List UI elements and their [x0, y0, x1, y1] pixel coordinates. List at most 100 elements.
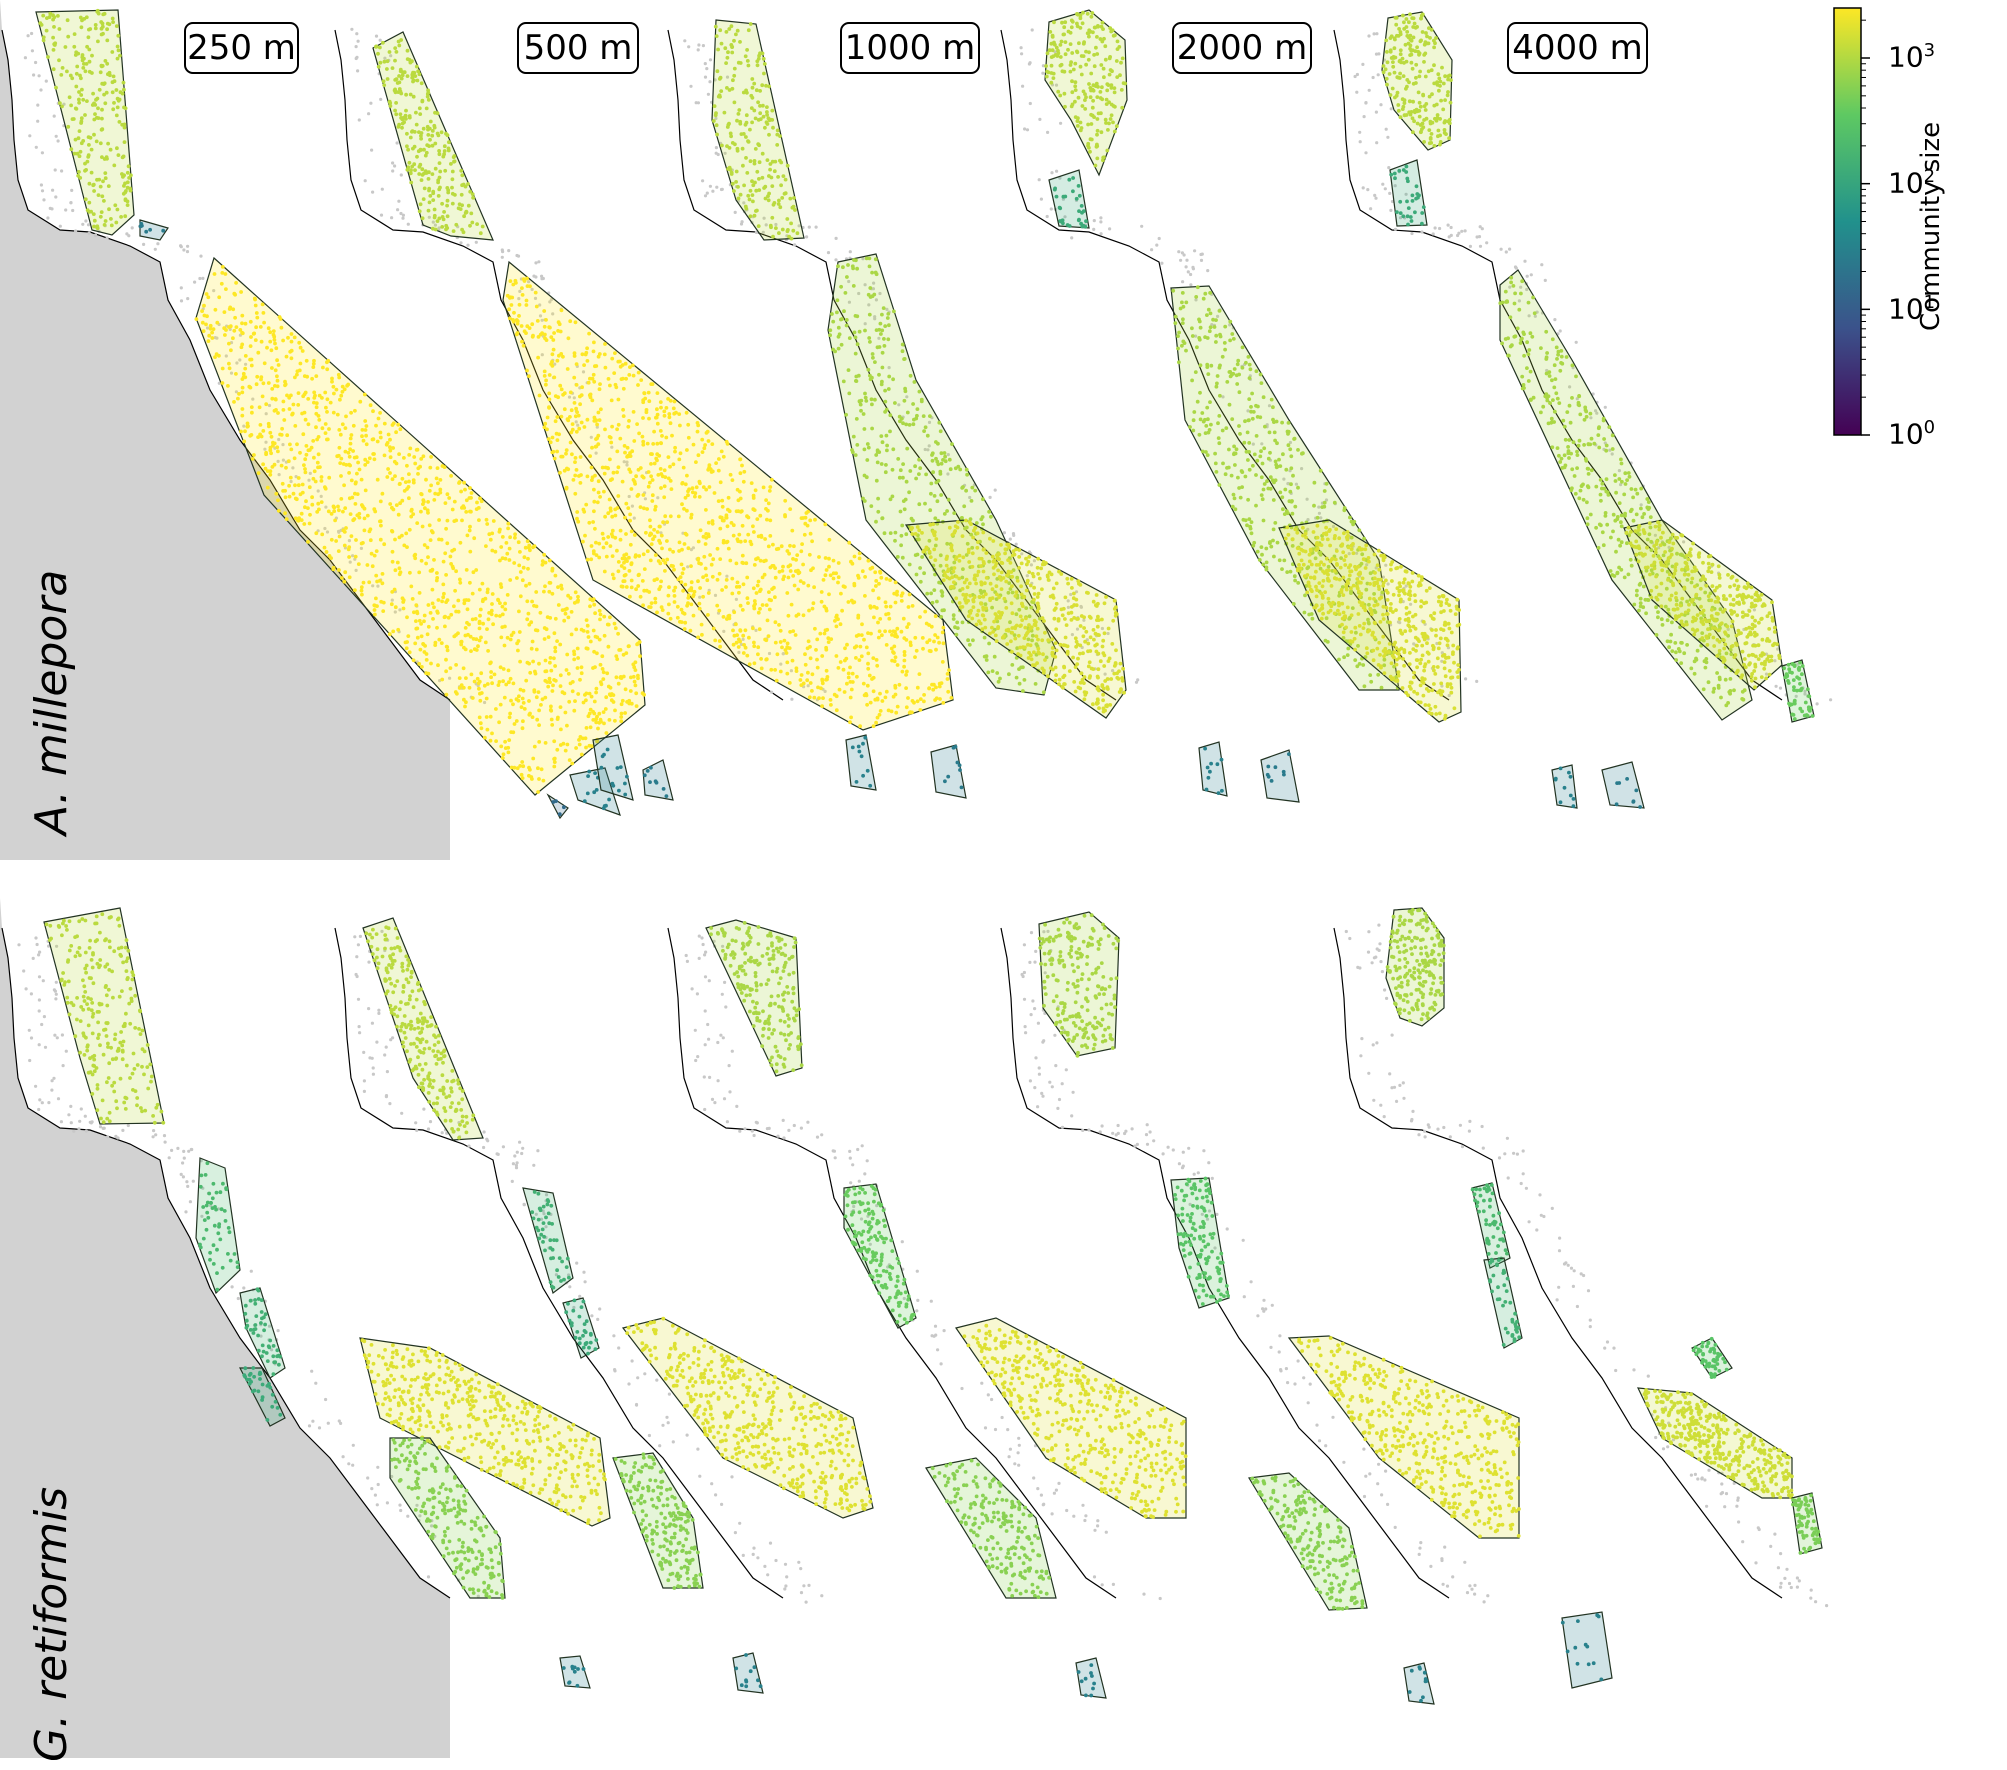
reef-point — [231, 336, 235, 341]
reef-point — [880, 365, 885, 370]
reef-point — [1035, 601, 1040, 606]
reef-point — [946, 774, 951, 779]
reef-point — [527, 765, 531, 770]
reef-point — [67, 95, 72, 100]
reef-point — [306, 422, 311, 427]
reef-point — [241, 371, 246, 376]
reef-point — [592, 649, 596, 654]
reef-point — [475, 500, 479, 505]
reef-point — [839, 591, 843, 596]
reef-point — [966, 638, 970, 643]
reef-point — [768, 485, 773, 489]
reef-point — [437, 216, 442, 221]
reef-point — [921, 414, 926, 418]
reef-point — [854, 656, 858, 660]
reef-point — [697, 601, 702, 606]
reef-point — [63, 45, 68, 49]
reef-point — [206, 295, 211, 300]
reef-point — [995, 556, 1000, 561]
reef-point — [981, 569, 986, 574]
reef-point — [621, 414, 626, 418]
reef-point — [925, 433, 930, 438]
reef-point — [372, 457, 377, 462]
reef-point — [651, 537, 655, 542]
reef-point — [283, 495, 288, 500]
reef-point — [706, 439, 711, 443]
reef-point — [44, 28, 49, 33]
reef-point — [534, 590, 539, 594]
reef-point — [726, 50, 730, 55]
reef-point — [1096, 667, 1101, 672]
reef-point — [1102, 653, 1107, 658]
reef-point — [878, 617, 883, 621]
reef-point — [405, 463, 409, 468]
reef-point — [72, 32, 77, 36]
reef-point — [943, 779, 947, 784]
reef-point — [125, 203, 130, 208]
reef-point — [222, 310, 227, 314]
reef-point — [393, 610, 397, 614]
reef-point — [500, 612, 505, 617]
reef-point — [724, 585, 728, 589]
reef-point — [292, 335, 297, 340]
reef-point — [1088, 674, 1092, 679]
reef-point — [1005, 642, 1010, 646]
reef-point — [522, 329, 527, 334]
reef-point — [781, 564, 785, 569]
reef-point — [210, 330, 215, 335]
reef-point — [427, 126, 432, 131]
reef-point — [427, 170, 431, 175]
reef-point — [731, 533, 736, 538]
reef-point — [1185, 258, 1189, 262]
reef-point — [367, 580, 372, 585]
reef-point — [608, 457, 612, 462]
reef-point — [450, 177, 455, 182]
reef-point — [536, 790, 540, 794]
reef-point — [422, 619, 426, 624]
reef-point — [619, 711, 624, 716]
reef-point — [458, 577, 462, 582]
reef-point — [454, 633, 458, 637]
reef-point — [850, 671, 855, 676]
reef-point — [701, 594, 705, 599]
reef-point — [857, 556, 862, 561]
reef-point — [360, 592, 364, 597]
reef-point — [801, 613, 806, 618]
reef-point — [636, 370, 641, 375]
reef-point — [388, 448, 393, 453]
reef-point — [766, 194, 770, 199]
reef-point — [703, 75, 708, 79]
reef-point — [58, 224, 62, 228]
reef-point — [1024, 616, 1028, 621]
reef-point — [608, 383, 612, 388]
reef-point — [741, 90, 746, 95]
reef-point — [551, 683, 555, 688]
reef-point — [885, 443, 889, 448]
reef-point — [850, 561, 855, 566]
reef-point — [879, 332, 883, 336]
reef-point — [41, 13, 46, 18]
reef-point — [508, 279, 513, 283]
reef-point — [557, 353, 561, 358]
reef-point — [90, 53, 94, 58]
reef-point — [573, 699, 577, 703]
reef-point — [725, 539, 730, 544]
reef-point — [750, 77, 755, 81]
reef-point — [877, 629, 882, 634]
reef-point — [1019, 584, 1023, 589]
reef-point — [1036, 572, 1041, 576]
reef-point — [515, 766, 520, 771]
reef-point — [376, 584, 380, 588]
reef-point — [1095, 624, 1100, 629]
reef-point — [732, 189, 736, 193]
reef-point — [854, 379, 858, 383]
reef-point — [525, 617, 530, 622]
reef-point — [144, 229, 149, 234]
reef-point — [788, 630, 792, 634]
reef-point — [703, 566, 708, 571]
reef-point — [861, 773, 865, 778]
reef-point — [527, 712, 532, 717]
reef-point — [239, 290, 244, 294]
reef-point — [764, 558, 768, 563]
reef-point — [126, 164, 131, 169]
